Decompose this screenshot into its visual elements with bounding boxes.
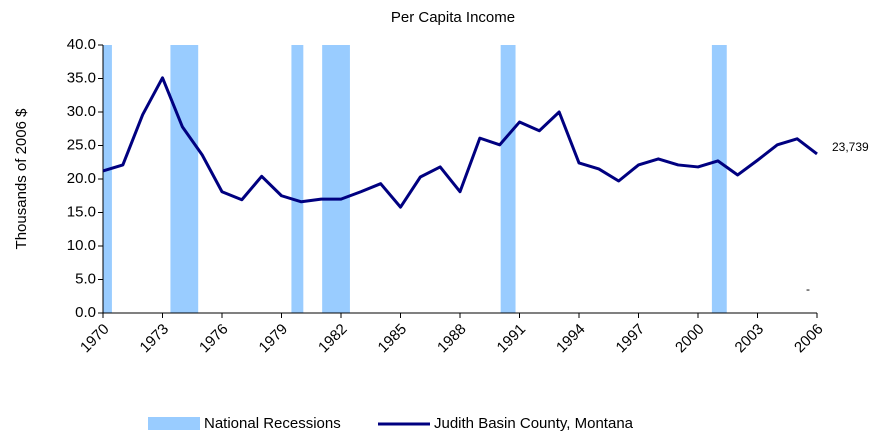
chart-title: Per Capita Income xyxy=(391,9,515,26)
y-axis-title: Thousands of 2006 $ xyxy=(13,108,30,250)
recession-band xyxy=(322,45,350,313)
x-tick-label: 2003 xyxy=(732,321,768,357)
x-tick-label: 2006 xyxy=(791,321,827,357)
x-tick-label: 1997 xyxy=(613,321,649,357)
y-tick-label: 15.0 xyxy=(67,203,96,220)
y-tick-label: 25.0 xyxy=(67,136,96,153)
recession-band xyxy=(500,45,516,313)
legend-label: National Recessions xyxy=(204,415,341,432)
y-tick-label: 30.0 xyxy=(67,103,96,120)
x-tick-label: 1979 xyxy=(256,321,292,357)
legend-swatch xyxy=(148,417,200,430)
x-tick-label: 1994 xyxy=(553,321,589,357)
x-tick-label: 1970 xyxy=(77,321,113,357)
x-tick-label: 1988 xyxy=(434,321,470,357)
y-tick-label: 40.0 xyxy=(67,36,96,53)
annotation: - xyxy=(806,282,810,296)
value-label: 23,739 xyxy=(832,140,869,154)
recession-band xyxy=(711,45,727,313)
x-tick-label: 1982 xyxy=(315,321,351,357)
y-tick-label: 35.0 xyxy=(67,69,96,86)
recession-band xyxy=(291,45,304,313)
y-tick-label: 20.0 xyxy=(67,170,96,187)
x-tick-label: 1991 xyxy=(494,321,530,357)
x-tick-label: 1973 xyxy=(137,321,173,357)
y-tick-label: 10.0 xyxy=(67,237,96,254)
x-tick-label: 1976 xyxy=(196,321,232,357)
y-tick-label: 5.0 xyxy=(75,270,96,287)
x-tick-label: 1985 xyxy=(375,321,411,357)
legend-label: Judith Basin County, Montana xyxy=(434,415,634,432)
recession-band xyxy=(170,45,199,313)
y-tick-label: 0.0 xyxy=(75,304,96,321)
x-tick-label: 2000 xyxy=(672,321,708,357)
recession-band xyxy=(103,45,112,313)
line-series xyxy=(102,76,818,209)
